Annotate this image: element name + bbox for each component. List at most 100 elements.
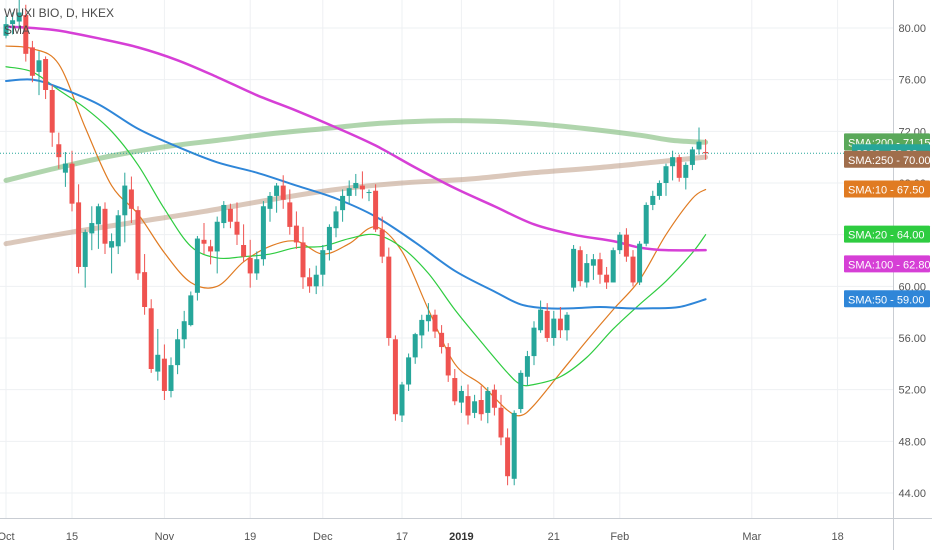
grid-lines <box>0 0 893 518</box>
candle <box>412 332 418 364</box>
candle-body <box>485 390 491 413</box>
candle-body <box>280 185 286 200</box>
candle <box>689 146 695 171</box>
candle-body <box>267 195 273 209</box>
price-tag-sma50: SMA:50 - 59.00 <box>844 290 930 308</box>
candle-body <box>293 225 299 243</box>
price-tag-label: SMA:250 - 70.00 <box>848 155 931 167</box>
x-tick-label: 18 <box>831 531 843 543</box>
candle-body <box>577 250 583 282</box>
candle-body <box>95 206 101 225</box>
candle-body <box>214 221 220 252</box>
candle <box>128 176 134 224</box>
candle <box>353 173 359 196</box>
candle-body <box>307 277 313 287</box>
candle-body <box>538 309 544 331</box>
price-tag-sma100: SMA:100 - 62.80 <box>844 255 931 273</box>
sma-line-sma200 <box>3 118 709 183</box>
candle <box>43 56 49 100</box>
candle <box>135 206 141 280</box>
candle <box>122 172 128 243</box>
candle <box>478 385 484 421</box>
candle <box>175 328 181 375</box>
candle <box>465 384 471 425</box>
candle-body <box>333 211 339 229</box>
price-tag-label: SMA:100 - 62.80 <box>848 259 931 271</box>
candle-body <box>584 263 590 283</box>
candle <box>346 180 352 204</box>
candle-body <box>643 204 649 244</box>
candle-body <box>201 239 207 244</box>
indicator-label[interactable]: SMA <box>4 23 31 37</box>
candle <box>406 353 412 391</box>
candle <box>643 202 649 247</box>
x-tick-label: Nov <box>155 531 175 543</box>
candle <box>544 303 550 342</box>
candle-body <box>89 223 95 234</box>
candle-body <box>511 412 517 479</box>
candle-body <box>300 242 306 278</box>
candle <box>326 224 332 261</box>
price-tag-sma250: SMA:250 - 70.00 <box>844 150 931 168</box>
candle-body <box>683 164 689 178</box>
x-tick-label: 15 <box>66 531 78 543</box>
candle <box>670 150 676 181</box>
candle <box>287 189 293 235</box>
candle-body <box>571 248 577 288</box>
candle <box>293 211 299 249</box>
candle <box>392 335 398 421</box>
candle <box>260 201 266 266</box>
candle-body <box>604 274 610 283</box>
candle-body <box>557 318 563 331</box>
candle-body <box>69 163 75 204</box>
candle <box>254 251 260 280</box>
candle <box>650 190 656 211</box>
candle <box>564 312 570 341</box>
candle <box>458 385 464 413</box>
candle-body <box>29 47 35 76</box>
candle-body <box>36 60 42 72</box>
candle-body <box>564 314 570 331</box>
candle <box>518 370 524 413</box>
candle <box>663 163 669 196</box>
candle-body <box>43 59 49 90</box>
candle-body <box>432 314 438 332</box>
candle-body <box>392 339 398 415</box>
candle-body <box>458 390 464 403</box>
candle <box>49 84 55 147</box>
candle <box>584 254 590 288</box>
candle-body <box>76 202 82 267</box>
candle-body <box>452 378 458 402</box>
candle <box>452 369 458 406</box>
candle <box>201 223 207 255</box>
candle <box>10 12 16 35</box>
candle <box>696 127 702 155</box>
candle <box>23 4 29 62</box>
candle-body <box>491 389 497 408</box>
candle-body <box>650 195 656 205</box>
candle-body <box>696 141 702 150</box>
candle <box>498 394 504 446</box>
sma-line-sma20 <box>5 66 707 387</box>
candle <box>419 314 425 349</box>
candle-body <box>221 204 227 224</box>
candle <box>623 228 629 262</box>
candle-body <box>102 208 108 244</box>
candle <box>485 387 491 424</box>
x-tick-label: 2019 <box>449 531 473 543</box>
candle-body <box>115 215 121 247</box>
candle <box>69 150 75 212</box>
candle-body <box>353 183 359 189</box>
candle <box>597 252 603 284</box>
symbol-title[interactable]: WUXI BIO, D, HKEX <box>4 6 115 20</box>
price-tag-label: SMA:20 - 64.00 <box>848 230 924 242</box>
candle-body <box>194 238 200 293</box>
candle <box>181 310 187 349</box>
candle-body <box>260 206 266 260</box>
candle-body <box>287 202 293 227</box>
candle <box>221 201 227 229</box>
candle-body <box>135 210 141 274</box>
